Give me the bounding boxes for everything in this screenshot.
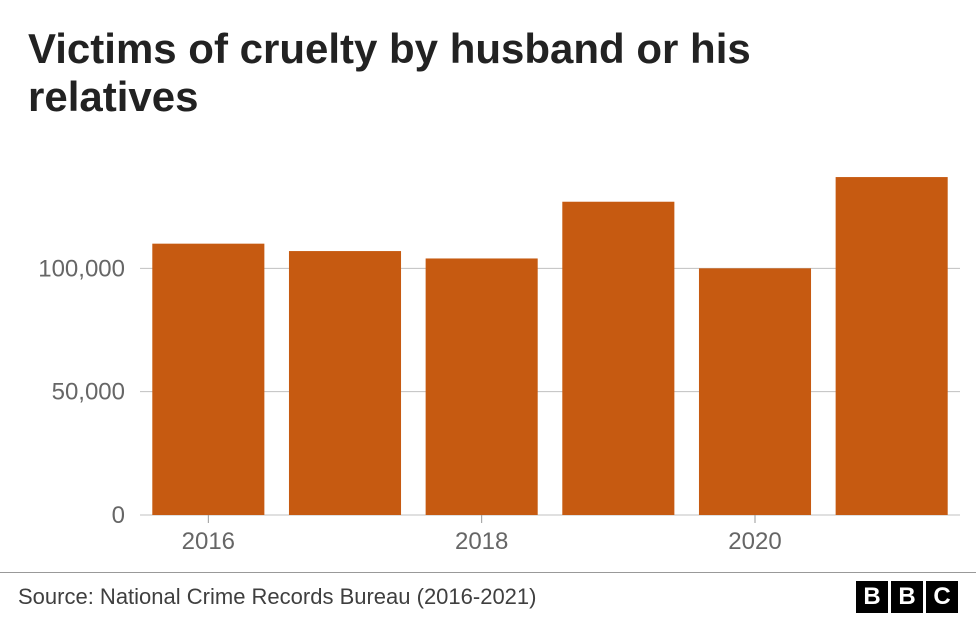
chart-title: Victims of cruelty by husband or his rel… bbox=[28, 25, 846, 122]
source-text: Source: National Crime Records Bureau (2… bbox=[18, 584, 536, 610]
bar bbox=[836, 177, 948, 515]
svg-text:0: 0 bbox=[112, 502, 125, 529]
svg-text:50,000: 50,000 bbox=[52, 379, 125, 406]
bar bbox=[699, 268, 811, 515]
bbc-letter-b2: B bbox=[891, 581, 923, 613]
svg-text:2020: 2020 bbox=[728, 528, 781, 555]
bar bbox=[289, 251, 401, 515]
bbc-logo: B B C bbox=[856, 581, 958, 613]
bar bbox=[152, 244, 264, 515]
chart-footer: Source: National Crime Records Bureau (2… bbox=[0, 572, 976, 613]
bar bbox=[426, 258, 538, 515]
svg-text:2016: 2016 bbox=[182, 528, 235, 555]
bar-chart: 0 50,000 100,000 2016 2018 2020 bbox=[0, 145, 976, 565]
bar bbox=[562, 202, 674, 515]
svg-text:2018: 2018 bbox=[455, 528, 508, 555]
bbc-letter-c: C bbox=[926, 581, 958, 613]
svg-text:100,000: 100,000 bbox=[38, 255, 125, 282]
bbc-letter-b1: B bbox=[856, 581, 888, 613]
